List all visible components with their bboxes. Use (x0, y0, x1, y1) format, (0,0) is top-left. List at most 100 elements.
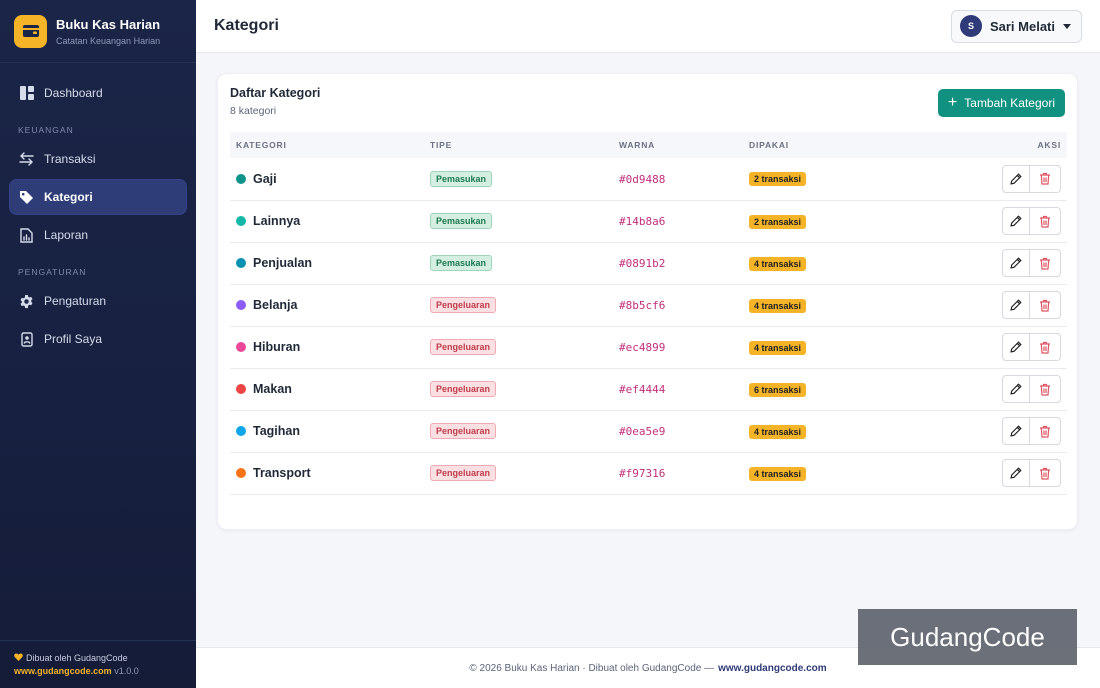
color-hex: #ec4899 (619, 341, 666, 354)
cell-dipakai: 2 transaksi (743, 200, 943, 243)
usage-badge: 2 transaksi (749, 214, 807, 229)
edit-button[interactable] (1002, 417, 1030, 445)
table-header-row: KATEGORI TIPE WARNA DIPAKAI AKSI (230, 132, 1067, 158)
delete-button[interactable] (1029, 417, 1061, 445)
cell-kategori: Gaji (230, 158, 424, 201)
tag-icon (19, 190, 34, 205)
pencil-icon (1010, 383, 1022, 395)
edit-button[interactable] (1002, 333, 1030, 361)
color-dot (236, 384, 246, 394)
table-row: Gaji Pemasukan #0d9488 2 transaksi (230, 158, 1067, 201)
pencil-icon (1010, 341, 1022, 353)
color-hex: #ef4444 (619, 383, 666, 396)
delete-button[interactable] (1029, 375, 1061, 403)
type-badge: Pengeluaran (430, 465, 497, 481)
user-menu-button[interactable]: S Sari Melati (950, 9, 1082, 43)
usage-badge: 4 transaksi (749, 340, 807, 355)
sidebar-item-kategori[interactable]: Kategori (9, 179, 187, 215)
color-dot (236, 173, 246, 184)
trash-icon (1040, 215, 1050, 228)
category-name: Makan (253, 382, 292, 396)
cell-dipakai: 6 transaksi (743, 368, 943, 411)
cell-warna: #ec4899 (613, 326, 743, 369)
cell-aksi (943, 242, 1067, 285)
add-category-button[interactable]: + Tambah Kategori (937, 89, 1065, 117)
category-name: Transport (253, 466, 311, 480)
edit-button[interactable] (1002, 164, 1030, 193)
swap-arrows-icon (19, 152, 34, 167)
category-card: Daftar Kategori 8 kategori + Tambah Kate… (217, 73, 1078, 530)
watermark: GudangCode (858, 609, 1077, 665)
category-name: Gaji (253, 171, 277, 186)
pencil-icon (1010, 215, 1022, 227)
sidebar-item-label: Pengaturan (44, 294, 107, 308)
pencil-icon (1010, 173, 1022, 185)
category-name: Tagihan (253, 424, 300, 438)
sidebar-item-transaksi[interactable]: Transaksi (9, 141, 187, 177)
cell-dipakai: 4 transaksi (743, 410, 943, 453)
usage-badge: 4 transaksi (749, 466, 807, 481)
version-label: v1.0.0 (114, 666, 139, 676)
sidebar-footer-link[interactable]: www.gudangcode.com (14, 666, 112, 676)
cell-dipakai: 4 transaksi (743, 284, 943, 327)
made-by-text: Dibuat oleh GudangCode (26, 653, 128, 663)
pencil-icon (1010, 299, 1022, 311)
type-badge: Pengeluaran (430, 381, 497, 397)
sidebar-nav: Dashboard KEUANGAN Transaksi Kategori La… (0, 63, 196, 357)
table-row: Penjualan Pemasukan #0891b2 4 transaksi (230, 242, 1067, 285)
sidebar-item-pengaturan[interactable]: Pengaturan (9, 283, 187, 319)
delete-button[interactable] (1029, 333, 1061, 361)
sidebar-item-profil[interactable]: Profil Saya (9, 321, 187, 357)
table-row: Makan Pengeluaran #ef4444 6 transaksi (230, 368, 1067, 411)
color-hex: #8b5cf6 (619, 299, 666, 312)
table-body: Gaji Pemasukan #0d9488 2 transaksi Lainnya Pe… (230, 158, 1067, 495)
color-hex: #0891b2 (619, 257, 666, 270)
color-dot (236, 342, 246, 352)
category-name: Belanja (253, 298, 298, 312)
category-table: KATEGORI TIPE WARNA DIPAKAI AKSI Gaji Pem… (230, 132, 1067, 495)
table-row: Lainnya Pemasukan #14b8a6 2 transaksi (230, 200, 1067, 243)
brand-subtitle: Catatan Keuangan Harian (56, 35, 161, 46)
edit-button[interactable] (1002, 249, 1030, 277)
type-badge: Pengeluaran (430, 297, 497, 313)
pencil-icon (1010, 257, 1022, 269)
usage-badge: 4 transaksi (749, 424, 807, 439)
edit-button[interactable] (1002, 291, 1030, 319)
delete-button[interactable] (1029, 207, 1061, 235)
trash-icon (1040, 257, 1050, 270)
add-category-label: Tambah Kategori (964, 96, 1055, 110)
cell-kategori: Belanja (230, 284, 424, 327)
cell-aksi (943, 410, 1067, 453)
cell-warna: #8b5cf6 (613, 284, 743, 327)
sidebar-item-laporan[interactable]: Laporan (9, 217, 187, 253)
edit-button[interactable] (1002, 375, 1030, 403)
cell-warna: #ef4444 (613, 368, 743, 411)
brand[interactable]: Buku Kas Harian Catatan Keuangan Harian (0, 0, 196, 63)
color-hex: #0ea5e9 (619, 425, 666, 438)
edit-button[interactable] (1002, 207, 1030, 235)
cell-tipe: Pemasukan (424, 242, 613, 285)
trash-icon (1040, 425, 1050, 438)
table-row: Transport Pengeluaran #f97316 4 transaksi (230, 452, 1067, 495)
cell-kategori: Transport (230, 452, 424, 495)
column-header-dipakai: DIPAKAI (749, 140, 789, 150)
edit-button[interactable] (1002, 459, 1030, 487)
cell-kategori: Lainnya (230, 200, 424, 243)
cell-dipakai: 4 transaksi (743, 452, 943, 495)
trash-icon (1040, 383, 1050, 396)
sidebar-item-dashboard[interactable]: Dashboard (9, 75, 187, 111)
sidebar-item-label: Dashboard (44, 86, 103, 100)
cell-tipe: Pengeluaran (424, 284, 613, 327)
type-badge: Pengeluaran (430, 339, 497, 355)
sidebar: Buku Kas Harian Catatan Keuangan Harian … (0, 0, 196, 688)
color-hex: #14b8a6 (619, 215, 666, 228)
category-name: Lainnya (253, 214, 301, 228)
delete-button[interactable] (1029, 291, 1061, 319)
delete-button[interactable] (1029, 164, 1061, 193)
footer-link[interactable]: www.gudangcode.com (718, 662, 827, 674)
delete-button[interactable] (1029, 249, 1061, 277)
column-header-kategori: KATEGORI (236, 140, 287, 150)
cell-tipe: Pengeluaran (424, 368, 613, 411)
delete-button[interactable] (1029, 459, 1061, 487)
cell-kategori: Makan (230, 368, 424, 411)
